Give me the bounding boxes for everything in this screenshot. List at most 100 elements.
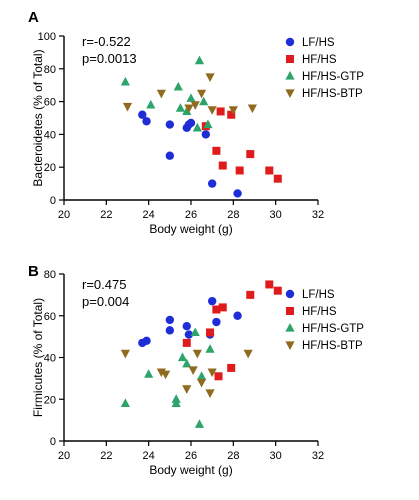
legend-label: HF/HS bbox=[302, 306, 337, 318]
data-point bbox=[182, 358, 192, 368]
data-point bbox=[206, 328, 215, 337]
data-point bbox=[173, 81, 183, 91]
data-point bbox=[227, 363, 236, 372]
data-point bbox=[265, 166, 274, 175]
data-point bbox=[120, 76, 130, 86]
y-tick-label: 80 bbox=[44, 269, 56, 281]
correlation-r: r=-0.522 bbox=[82, 34, 131, 49]
data-point bbox=[218, 303, 227, 312]
data-point bbox=[201, 130, 211, 139]
data-point bbox=[214, 372, 223, 381]
data-point bbox=[199, 96, 209, 106]
y-tick-label: 20 bbox=[44, 394, 56, 406]
data-point bbox=[273, 174, 282, 183]
p-value: p=0.0013 bbox=[82, 51, 137, 66]
legend-label: HF/HS-GTP bbox=[302, 323, 364, 335]
y-axis-title: Bacteroidetes (% of Total) bbox=[31, 49, 45, 186]
data-point bbox=[212, 146, 221, 155]
data-point bbox=[196, 371, 207, 380]
legend-marker bbox=[286, 55, 294, 63]
data-point bbox=[165, 315, 175, 325]
series-hf-hs bbox=[182, 280, 282, 381]
x-tick-label: 20 bbox=[58, 450, 70, 462]
data-point bbox=[192, 349, 202, 359]
data-point bbox=[196, 89, 207, 99]
y-tick-label: 40 bbox=[44, 353, 56, 365]
panel-letter: B bbox=[28, 263, 39, 280]
data-point bbox=[184, 330, 194, 339]
data-point bbox=[190, 101, 200, 110]
y-tick-label: 80 bbox=[44, 64, 56, 76]
data-point bbox=[192, 122, 202, 132]
y-tick-label: 60 bbox=[44, 311, 56, 323]
data-point bbox=[247, 104, 257, 114]
data-point bbox=[190, 327, 200, 337]
data-point bbox=[156, 89, 166, 99]
legend-marker bbox=[285, 71, 295, 80]
x-tick-label: 24 bbox=[143, 209, 155, 221]
data-point bbox=[228, 106, 238, 115]
data-point bbox=[186, 118, 196, 128]
data-point bbox=[120, 349, 130, 359]
x-tick-label: 28 bbox=[227, 209, 239, 221]
data-point bbox=[265, 280, 274, 289]
data-point bbox=[182, 106, 192, 116]
data-point bbox=[205, 344, 215, 353]
x-tick-label: 20 bbox=[58, 209, 70, 221]
data-point bbox=[194, 55, 205, 65]
y-tick-label: 100 bbox=[38, 31, 56, 43]
legend-label: HF/HS bbox=[302, 54, 337, 66]
data-point bbox=[243, 349, 253, 359]
data-point bbox=[186, 93, 196, 102]
data-point bbox=[142, 336, 151, 345]
data-point bbox=[207, 296, 217, 306]
p-value: p=0.004 bbox=[82, 294, 129, 309]
data-point bbox=[146, 99, 156, 109]
data-point bbox=[175, 103, 186, 112]
series-lf-hs bbox=[138, 110, 242, 198]
data-point bbox=[122, 102, 133, 112]
y-tick-label: 40 bbox=[44, 129, 56, 141]
legend-marker bbox=[285, 37, 295, 47]
legend-label: HF/HS-BTP bbox=[302, 88, 363, 100]
data-point bbox=[144, 369, 154, 378]
series-lf-hs bbox=[138, 296, 242, 348]
legend-marker bbox=[285, 341, 295, 350]
data-point bbox=[233, 189, 242, 198]
data-point bbox=[203, 119, 213, 129]
series-hf-hs-gtp bbox=[120, 327, 215, 428]
data-point bbox=[233, 311, 242, 320]
y-tick-label: 0 bbox=[50, 195, 56, 207]
data-point bbox=[165, 326, 175, 335]
legend: LF/HS HF/HS HF/HS-GTP HF/HS-BTP bbox=[285, 289, 364, 352]
data-point bbox=[216, 107, 225, 116]
data-point bbox=[207, 179, 217, 188]
data-point bbox=[207, 106, 217, 115]
legend-label: HF/HS-GTP bbox=[302, 71, 364, 83]
data-point bbox=[207, 368, 217, 378]
data-point bbox=[205, 389, 215, 398]
x-tick-label: 30 bbox=[270, 450, 282, 462]
data-point bbox=[182, 385, 192, 394]
legend-marker bbox=[286, 307, 294, 315]
panel-letter: A bbox=[28, 9, 39, 26]
legend-label: LF/HS bbox=[302, 289, 335, 301]
x-tick-label: 30 bbox=[270, 209, 282, 221]
series-hf-hs-btp bbox=[120, 349, 253, 398]
data-point bbox=[171, 398, 181, 408]
y-tick-label: 0 bbox=[50, 436, 56, 448]
data-point bbox=[182, 338, 191, 347]
legend-label: HF/HS-BTP bbox=[302, 340, 363, 352]
data-point bbox=[212, 305, 221, 314]
data-point bbox=[235, 166, 244, 175]
y-tick-label: 60 bbox=[44, 97, 56, 109]
data-point bbox=[177, 352, 188, 362]
data-point bbox=[227, 110, 236, 119]
data-point bbox=[273, 286, 282, 295]
data-point bbox=[138, 110, 147, 119]
legend-marker bbox=[285, 323, 295, 332]
x-axis-title: Body weight (g) bbox=[149, 463, 232, 477]
data-point bbox=[218, 161, 227, 170]
